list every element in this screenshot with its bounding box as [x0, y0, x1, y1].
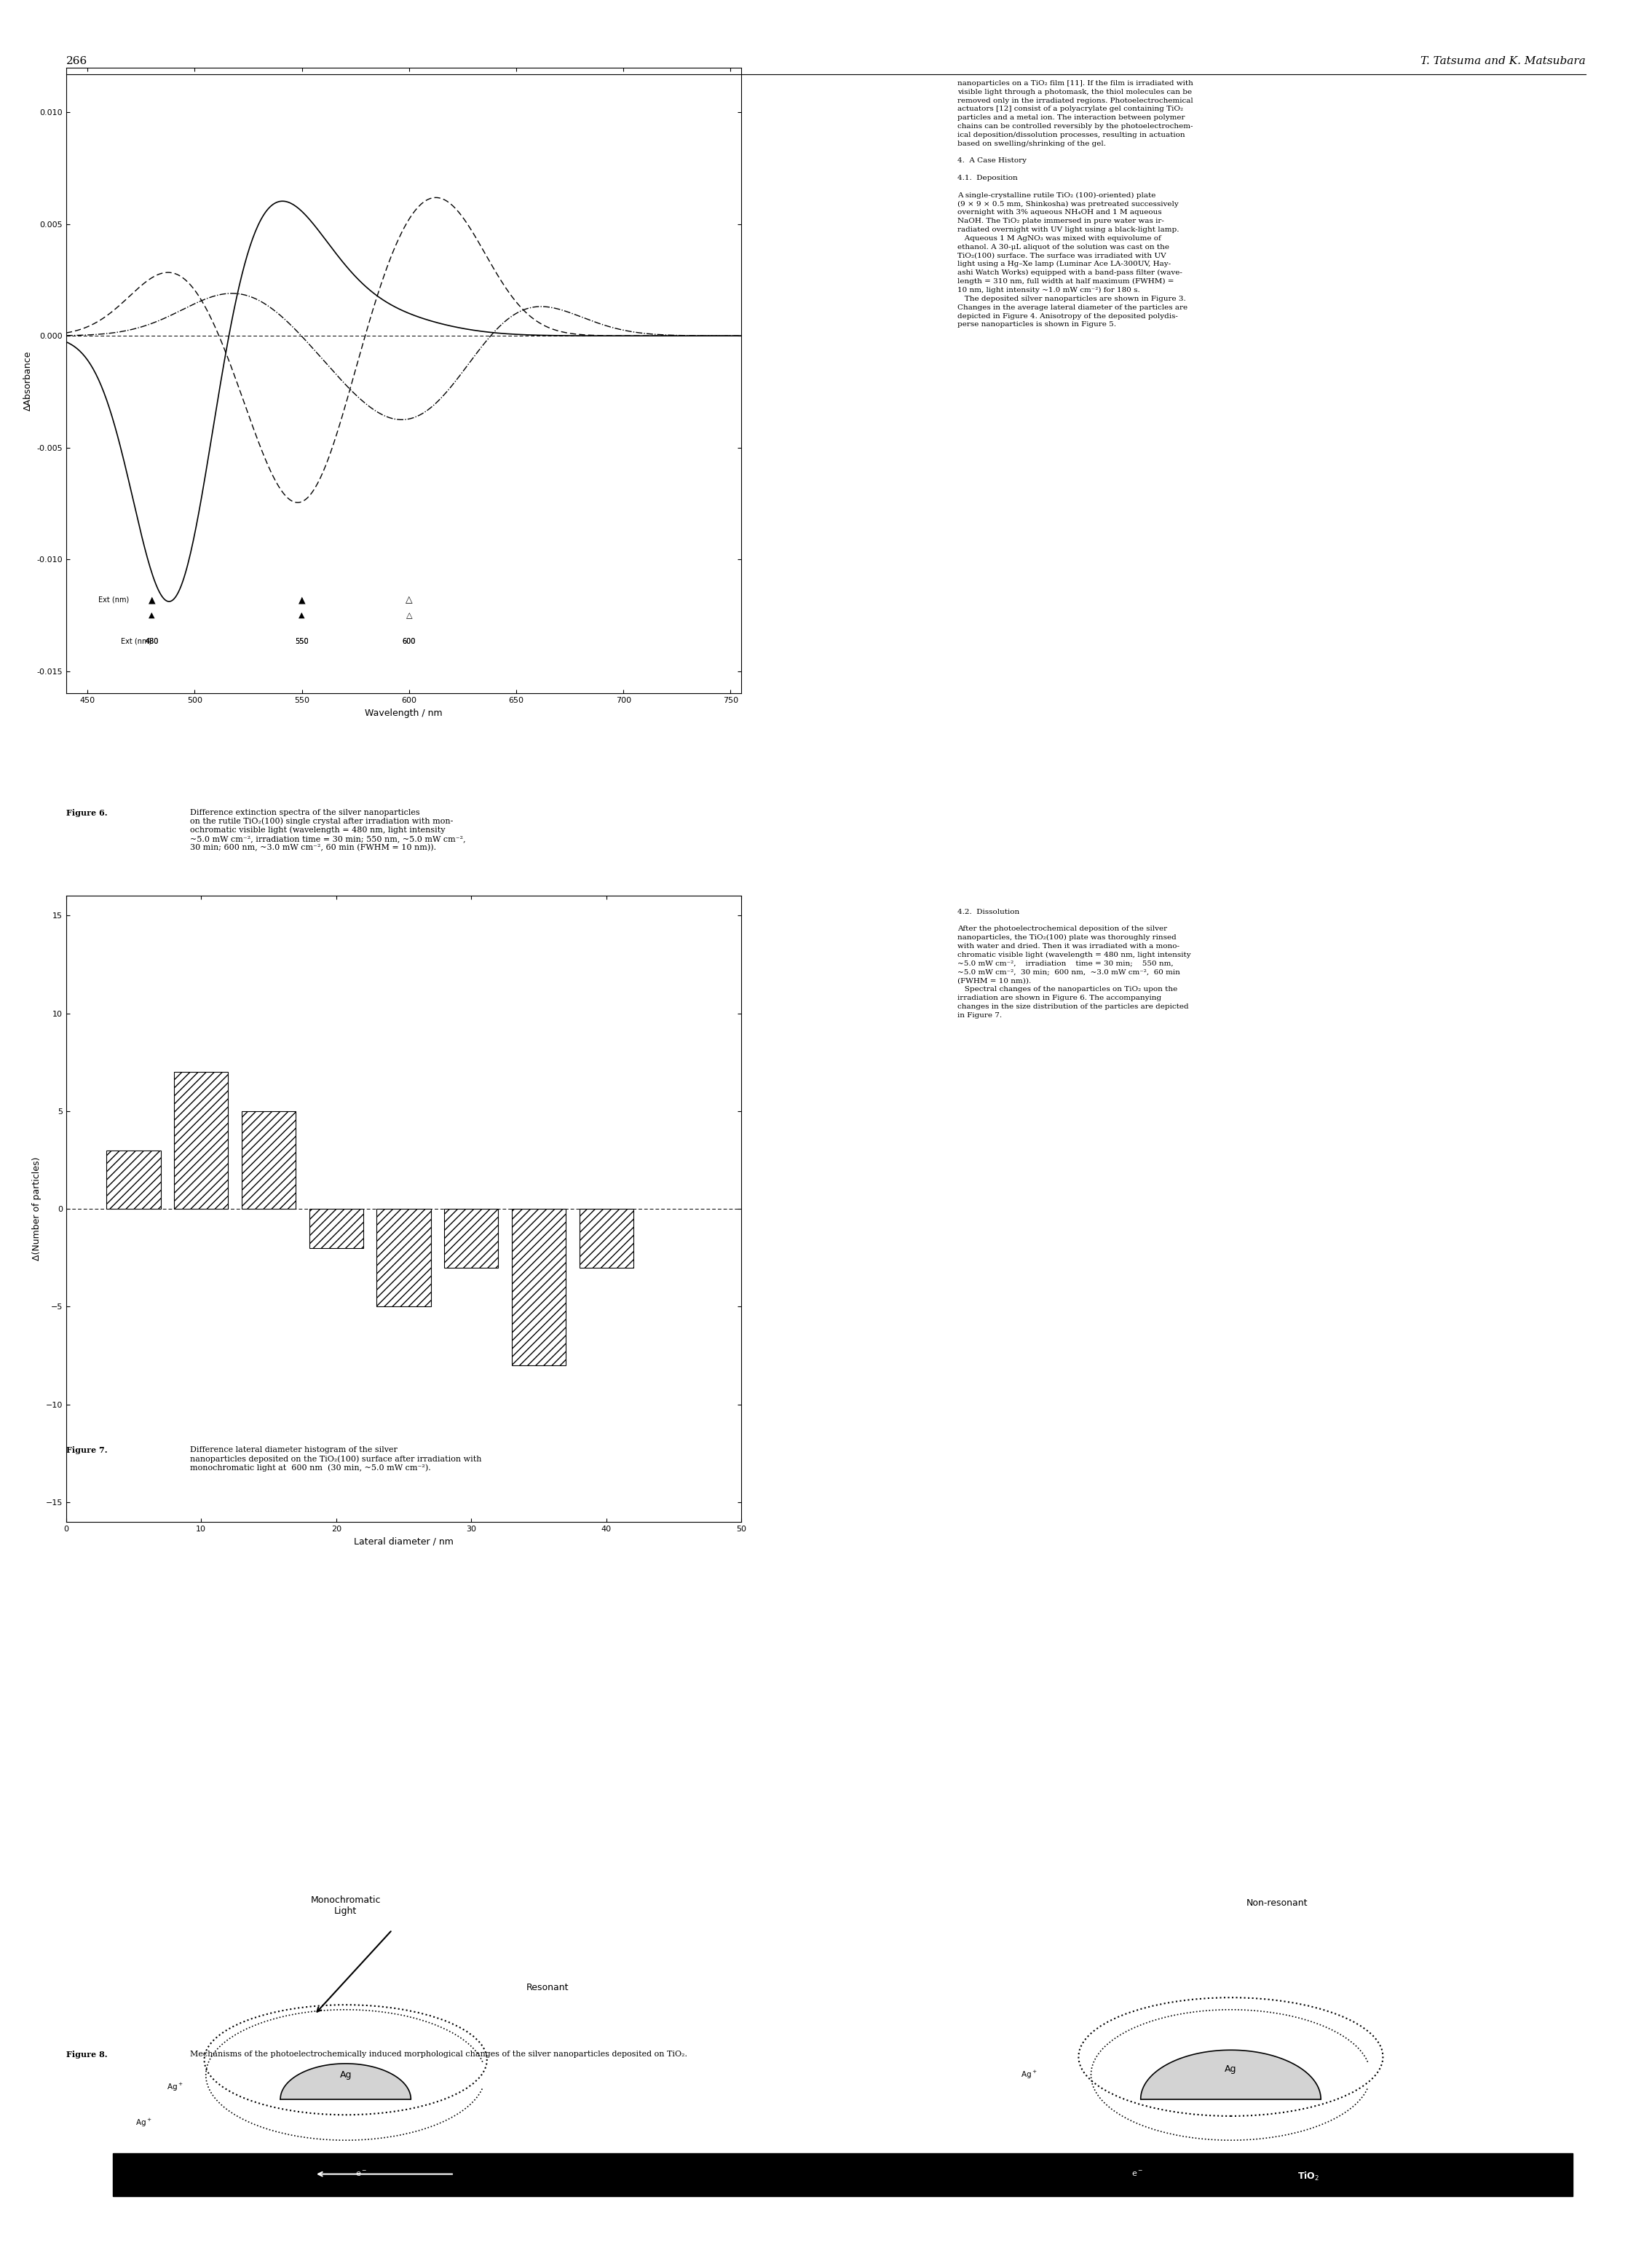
- Text: Ag$^+$: Ag$^+$: [167, 2082, 183, 2093]
- Bar: [173, 1072, 228, 1210]
- Bar: [512, 1210, 565, 1365]
- Text: 480: 480: [145, 638, 159, 644]
- Text: Difference lateral diameter histogram of the silver
nanoparticles deposited on t: Difference lateral diameter histogram of…: [190, 1446, 482, 1471]
- Text: 4.2.  Dissolution

After the photoelectrochemical deposition of the silver
nanop: 4.2. Dissolution After the photoelectroc…: [957, 908, 1191, 1018]
- Text: Ag: Ag: [1224, 2064, 1237, 2073]
- Text: T. Tatsuma and K. Matsubara: T. Tatsuma and K. Matsubara: [1421, 56, 1586, 68]
- Text: 550: 550: [296, 638, 309, 644]
- Text: Difference extinction spectra of the silver nanoparticles
on the rutile TiO₂(100: Difference extinction spectra of the sil…: [190, 809, 466, 852]
- Y-axis label: ΔAbsorbance: ΔAbsorbance: [23, 351, 33, 410]
- Text: Ag: Ag: [340, 2071, 352, 2080]
- Bar: [309, 1210, 363, 1248]
- Text: △: △: [405, 595, 413, 604]
- Text: e$^-$: e$^-$: [1132, 2170, 1143, 2179]
- Text: △: △: [406, 611, 411, 620]
- Text: 550: 550: [296, 638, 309, 644]
- Text: Ext (nm): Ext (nm): [97, 597, 129, 604]
- Bar: [112, 2154, 1573, 2197]
- Text: ▲: ▲: [149, 595, 155, 604]
- Text: ▲: ▲: [149, 611, 155, 620]
- Bar: [377, 1210, 431, 1307]
- Text: Ext (nm): Ext (nm): [121, 638, 152, 644]
- Text: nanoparticles on a TiO₂ film [11]. If the film is irradiated with
visible light : nanoparticles on a TiO₂ film [11]. If th…: [957, 81, 1193, 329]
- Text: Figure 6.: Figure 6.: [66, 809, 107, 818]
- Bar: [241, 1111, 296, 1210]
- Bar: [580, 1210, 633, 1268]
- Bar: [107, 1151, 160, 1210]
- Text: Monochromatic
Light: Monochromatic Light: [311, 1895, 380, 1915]
- Text: 480: 480: [145, 638, 159, 644]
- Text: Ag$^+$: Ag$^+$: [135, 2118, 152, 2129]
- Text: TiO$_2$: TiO$_2$: [1297, 2170, 1320, 2183]
- Text: 266: 266: [66, 56, 88, 68]
- Text: Mechanisms of the photoelectrochemically induced morphological changes of the si: Mechanisms of the photoelectrochemically…: [190, 2050, 687, 2057]
- Text: Figure 7.: Figure 7.: [66, 1446, 107, 1455]
- Text: Resonant: Resonant: [527, 1983, 568, 1992]
- X-axis label: Wavelength / nm: Wavelength / nm: [365, 707, 443, 719]
- Text: 600: 600: [403, 638, 416, 644]
- Text: Ag$^+$: Ag$^+$: [1021, 2071, 1037, 2080]
- Text: 600: 600: [403, 638, 416, 644]
- Text: Non-resonant: Non-resonant: [1247, 1899, 1308, 1908]
- X-axis label: Lateral diameter / nm: Lateral diameter / nm: [354, 1537, 454, 1546]
- Bar: [444, 1210, 499, 1268]
- Text: ▲: ▲: [299, 611, 306, 620]
- Text: e$^-$: e$^-$: [355, 2170, 367, 2179]
- Y-axis label: Δ(Number of particles): Δ(Number of particles): [31, 1158, 41, 1262]
- Text: Figure 8.: Figure 8.: [66, 2050, 107, 2059]
- Text: ▲: ▲: [299, 595, 306, 604]
